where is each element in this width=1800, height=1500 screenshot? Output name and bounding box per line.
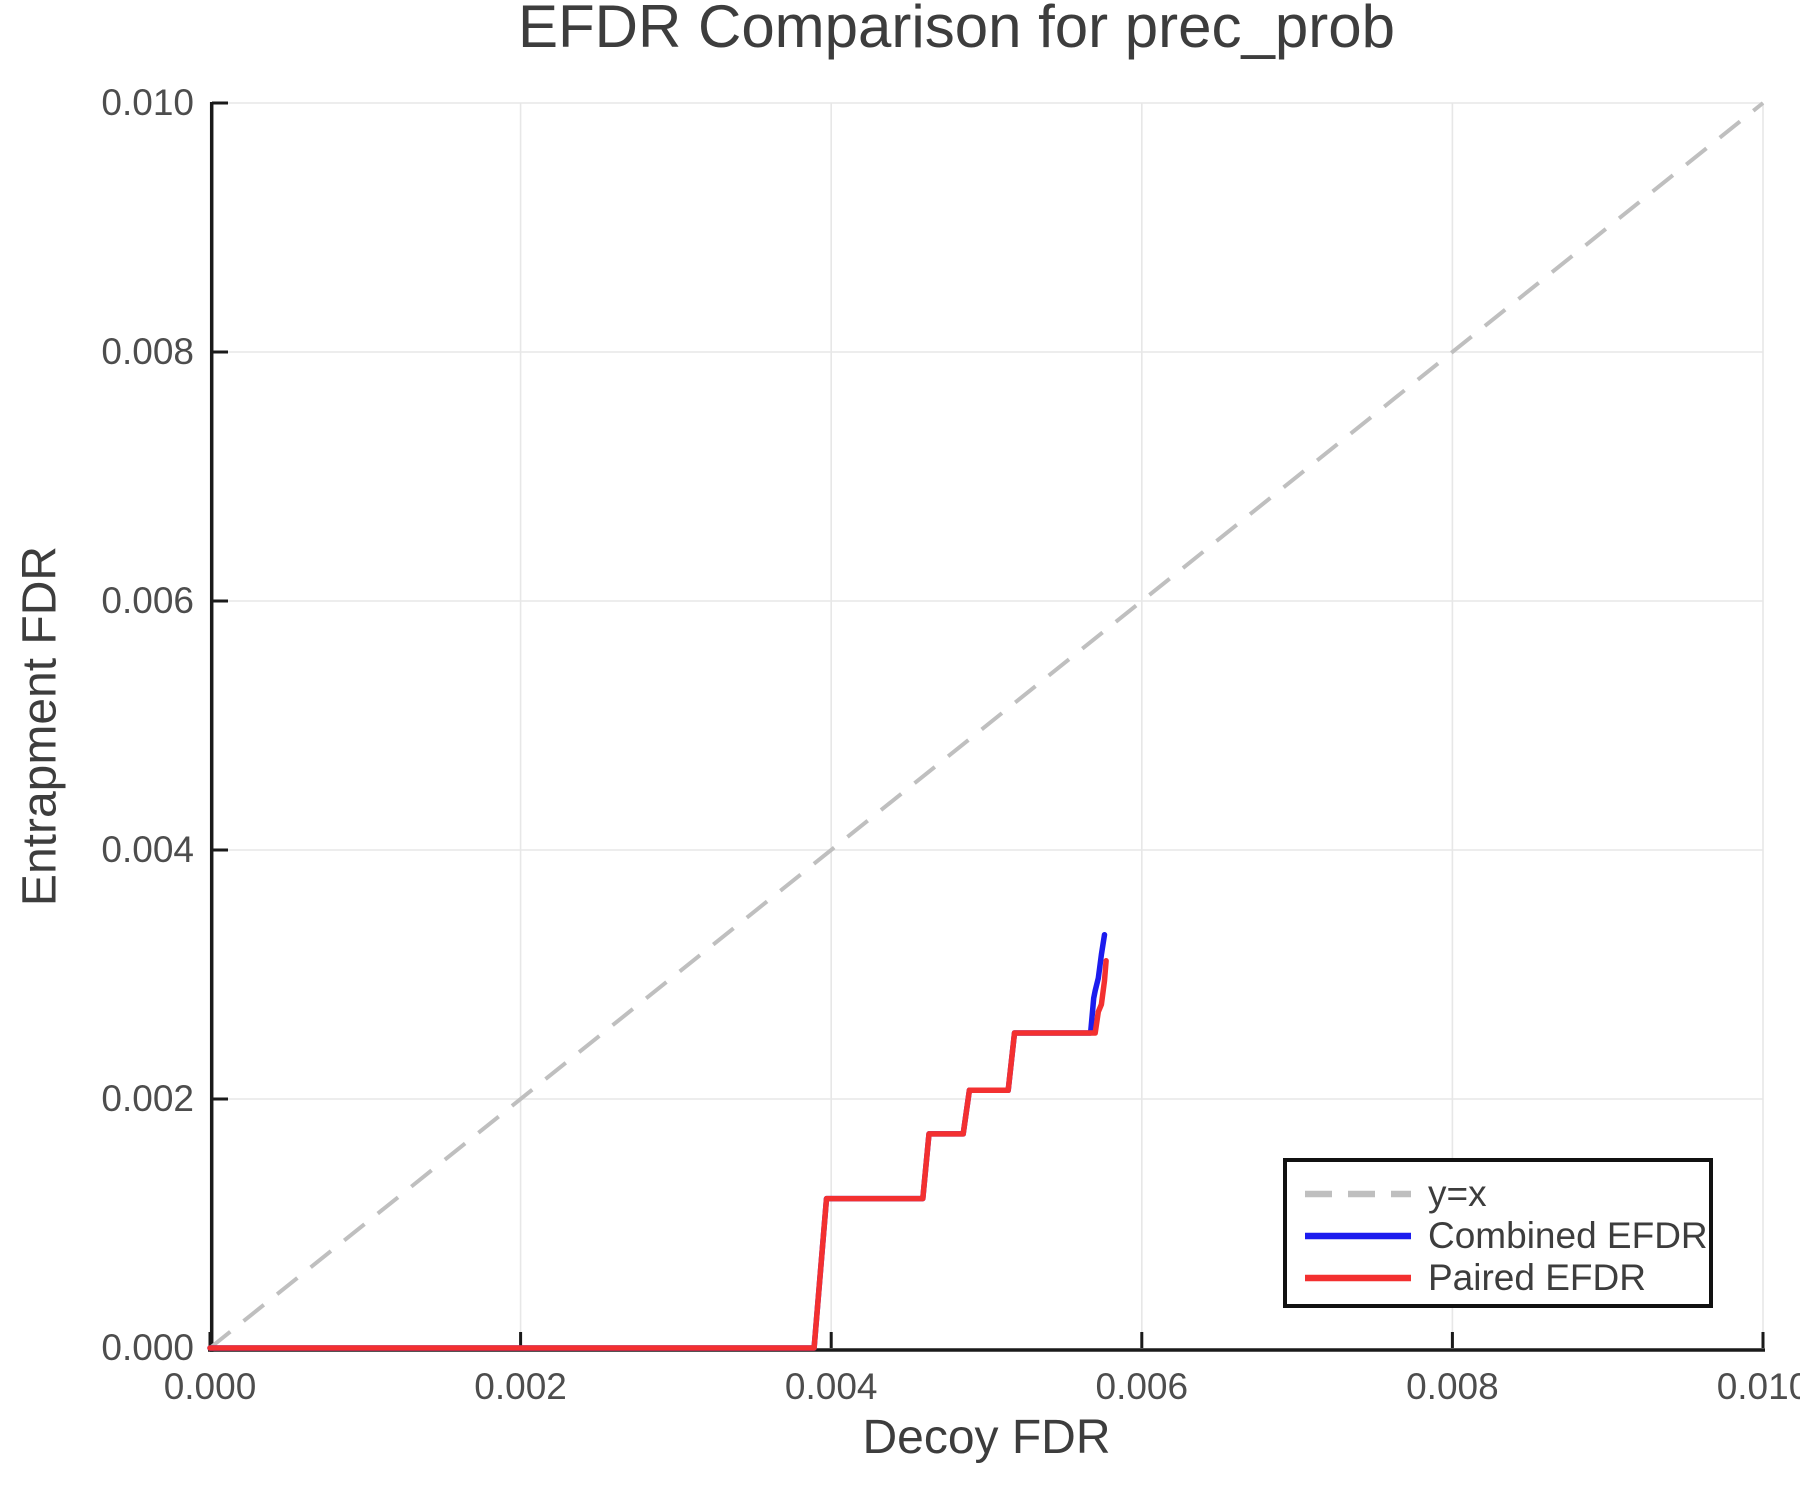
legend-line-sample (1305, 1190, 1411, 1198)
legend-item-paired-efdr: Paired EFDR (1303, 1257, 1709, 1299)
legend-label: y=x (1428, 1173, 1487, 1214)
paired-efdr-line (207, 958, 1109, 1351)
y-tick-label: 0.010 (101, 82, 194, 123)
legend-line-sample (1305, 1274, 1411, 1282)
legend-label: Paired EFDR (1428, 1257, 1646, 1298)
combined-efdr-line (207, 931, 1108, 1351)
legend-item-combined-efdr: Combined EFDR (1303, 1215, 1709, 1257)
x-tick-label: 0.008 (1406, 1366, 1499, 1407)
legend-label: Combined EFDR (1428, 1215, 1708, 1256)
legend-item-y-x: y=x (1303, 1173, 1709, 1215)
chart-title: EFDR Comparison for prec_prob (517, 0, 1395, 60)
x-tick-label: 0.002 (474, 1366, 567, 1407)
y-tick-label: 0.000 (101, 1327, 194, 1368)
y-tick-label: 0.008 (101, 331, 194, 372)
x-axis-label: Decoy FDR (862, 1411, 1111, 1464)
x-tick-label: 0.000 (163, 1366, 257, 1407)
y-tick-label: 0.004 (101, 829, 194, 870)
x-tick-label: 0.004 (784, 1366, 878, 1407)
y-tick-label: 0.006 (101, 580, 194, 621)
legend: y=x Combined EFDR Paired EFDR (1283, 1158, 1713, 1308)
x-tick-label: 0.006 (1095, 1366, 1189, 1407)
x-tick-label: 0.010 (1716, 1366, 1800, 1407)
legend-line-sample (1305, 1232, 1411, 1240)
y-tick-label: 0.002 (101, 1078, 194, 1119)
y-x-line (208, 101, 1765, 1350)
